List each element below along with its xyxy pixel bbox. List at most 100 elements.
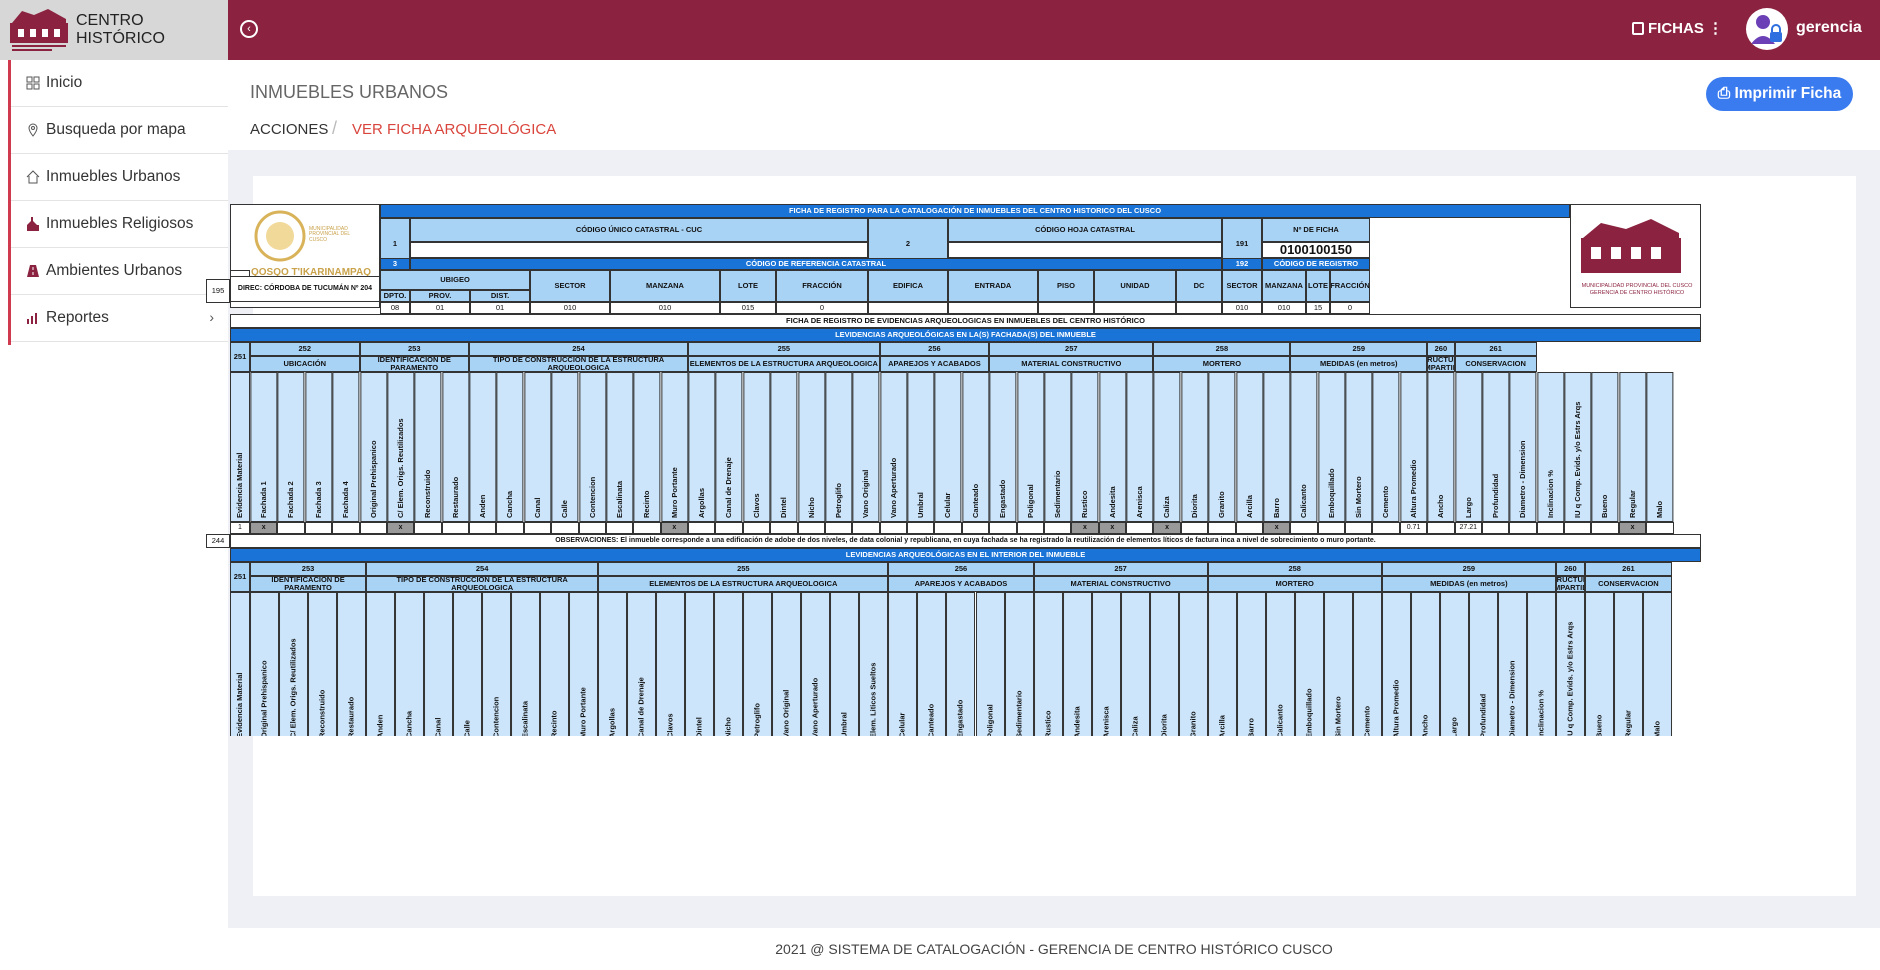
- footer: 2021 @ SISTEMA DE CATALOGACIÓN - GERENCI…: [228, 928, 1880, 970]
- interior-col-header: Emboquillado: [1294, 592, 1324, 736]
- interior-col-header: Recinto: [540, 592, 570, 736]
- fachada-group-label: IDENTIFICACION DE PARAMENTO: [359, 356, 469, 372]
- interior-col-header: Inclinacion %: [1526, 592, 1556, 736]
- sheet-title: FICHA DE REGISTRO PARA LA CATALOGACIÓN D…: [380, 204, 1570, 218]
- fachada-col-header: Andesita: [1098, 372, 1127, 522]
- fachada-cell: [1564, 522, 1592, 534]
- interior-col-header: Largo: [1439, 592, 1469, 736]
- fachada-col-header: Malo: [1646, 372, 1674, 522]
- more-vertical-icon[interactable]: ⋮: [1708, 20, 1724, 37]
- interior-col-header: Restaurado: [337, 592, 367, 736]
- interior-col-header: Dintel: [685, 592, 715, 736]
- fachada-col-header: Vano Original: [852, 372, 880, 522]
- fachada-col-header: Restaurado: [441, 372, 470, 522]
- sector-label: SECTOR: [530, 270, 610, 302]
- collapse-sidebar-icon[interactable]: ‹: [240, 20, 258, 38]
- print-button[interactable]: ⎙ Imprimir Ficha: [1706, 77, 1853, 111]
- fachada-col-header: Reconstruido: [414, 372, 442, 522]
- fachada-group-label: ELEMENTOS DE LA ESTRUCTURA ARQUEOLOGICA: [688, 356, 880, 372]
- ref-label: CÓDIGO DE REFERENCIA CATASTRAL: [410, 258, 1222, 270]
- reg_lote-label: LOTE: [1306, 270, 1330, 302]
- field-number: 3: [380, 258, 410, 270]
- sidebar-item-busqueda[interactable]: Busqueda por mapa: [11, 107, 228, 154]
- interior-col-header: Arenisca: [1091, 592, 1121, 736]
- fachada-col-header: Fachada 3: [304, 372, 333, 522]
- fachada-col-header: Fachada 4: [332, 372, 360, 522]
- sidebar-item-religiosos[interactable]: Inmuebles Religiosos: [11, 201, 228, 248]
- cuc-value: [410, 242, 868, 258]
- gerencia-logo-icon: [1581, 219, 1681, 273]
- dist-label: DIST.: [470, 290, 530, 302]
- left-logo-small: MUNICIPALIDAD PROVINCIAL DEL CUSCO: [309, 226, 351, 243]
- fachada-cell: [1208, 522, 1236, 534]
- interior-group-number: 254: [366, 562, 599, 576]
- fachada-col-header: Caliza: [1153, 372, 1181, 522]
- interior-col-header: Calle: [453, 592, 483, 736]
- sidebar-item-urbanos[interactable]: Inmuebles Urbanos: [11, 154, 228, 201]
- value-cell: 010: [1222, 302, 1262, 314]
- interior-col-header: Canal de Drenaje: [627, 592, 657, 736]
- interior-col-header: Poligonal: [975, 592, 1005, 736]
- fachada-col-header: Petroglifo: [824, 372, 853, 522]
- field-number: 251: [230, 342, 250, 372]
- value-cell: [1094, 302, 1176, 314]
- fachada-col-header: Bueno: [1591, 372, 1619, 522]
- printer-icon: ⎙: [1717, 85, 1735, 102]
- value-cell: 010: [530, 302, 610, 314]
- sidebar-item-ambientes[interactable]: Ambientes Urbanos: [11, 248, 228, 295]
- fachada-col-header: Evidencia Material: [230, 372, 250, 522]
- user-avatar[interactable]: [1746, 8, 1788, 50]
- interior-col-header: Bueno: [1584, 592, 1614, 736]
- interior-col-header: C/ Elem. Origs. Reutilizados: [279, 592, 309, 736]
- interior-col-header: Clavos: [656, 592, 686, 736]
- fachada-col-header: Sedimentario: [1043, 372, 1072, 522]
- fichas-label: FICHAS: [1648, 20, 1704, 37]
- fachada-group-number: 259: [1290, 342, 1428, 356]
- edifica-label: EDIFICA: [868, 270, 948, 302]
- fachada-cell: [1345, 522, 1373, 534]
- breadcrumb-current: VER FICHA ARQUEOLÓGICA: [352, 121, 557, 138]
- fachada-col-header: Muro Portante: [660, 372, 689, 522]
- fachada-cell: [1126, 522, 1154, 534]
- fichas-menu[interactable]: FICHAS ⋮: [1632, 19, 1723, 37]
- fachada-group-label: MEDIDAS (en metros): [1290, 356, 1428, 372]
- interior-col-header: Granito: [1178, 592, 1208, 736]
- interior-group-number: 261: [1584, 562, 1672, 576]
- direccion-value: DIREC: CÓRDOBA DE TUCUMÁN Nº 204: [230, 276, 380, 302]
- fachada-col-header: Clavos: [742, 372, 771, 522]
- fachada-cell: [1043, 522, 1072, 534]
- fachada-cell: x: [250, 522, 278, 534]
- interior-col-header: Sin Mortero: [1323, 592, 1353, 736]
- interior-col-header: Rustico: [1033, 592, 1063, 736]
- sidebar-item-reportes[interactable]: Reportes ›: [11, 295, 228, 342]
- sidebar-item-inicio[interactable]: Inicio: [11, 60, 228, 107]
- nficha-value: 0100100150: [1262, 242, 1370, 258]
- username[interactable]: gerencia: [1796, 19, 1862, 36]
- cuc-label: CÓDIGO ÚNICO CATASTRAL - CUC: [410, 218, 868, 242]
- fachada-group-label: ESTRUCTURAS COMPARTIDAS: [1427, 356, 1455, 372]
- interior-group-number: 258: [1207, 562, 1382, 576]
- interior-col-header: Vano Original: [772, 592, 802, 736]
- fachada-cell: [770, 522, 798, 534]
- fachada-col-header: Contencion: [578, 372, 606, 522]
- brand[interactable]: CENTRO HISTÓRICO: [0, 0, 228, 60]
- fachada-col-header: Calle: [551, 372, 579, 522]
- interior-col-header: Barro: [1236, 592, 1266, 736]
- dpto-label: DPTO.: [380, 290, 410, 302]
- fachada-group-number: 255: [688, 342, 880, 356]
- fachada-cell: x: [660, 522, 689, 534]
- field-number: 192: [1222, 258, 1262, 270]
- interior-col-header: Evidencia Material: [230, 592, 250, 736]
- fachada-col-header: Escalinata: [605, 372, 634, 522]
- breadcrumb-acciones[interactable]: ACCIONES: [250, 121, 329, 138]
- fachada-cell: [797, 522, 825, 534]
- fachada-col-header: Nicho: [797, 372, 825, 522]
- fachada-group-label: TIPO DE CONSTRUCCION DE LA ESTRUCTURA AR…: [469, 356, 689, 372]
- interior-col-header: Escalinata: [511, 592, 541, 736]
- value-cell: 15: [1306, 302, 1330, 314]
- sidebar-accent: [8, 60, 11, 345]
- municipality-seal-icon: [254, 210, 306, 262]
- brand-title: CENTRO HISTÓRICO: [76, 12, 165, 47]
- fachada-cell: x: [1153, 522, 1181, 534]
- prov-label: PROV.: [410, 290, 470, 302]
